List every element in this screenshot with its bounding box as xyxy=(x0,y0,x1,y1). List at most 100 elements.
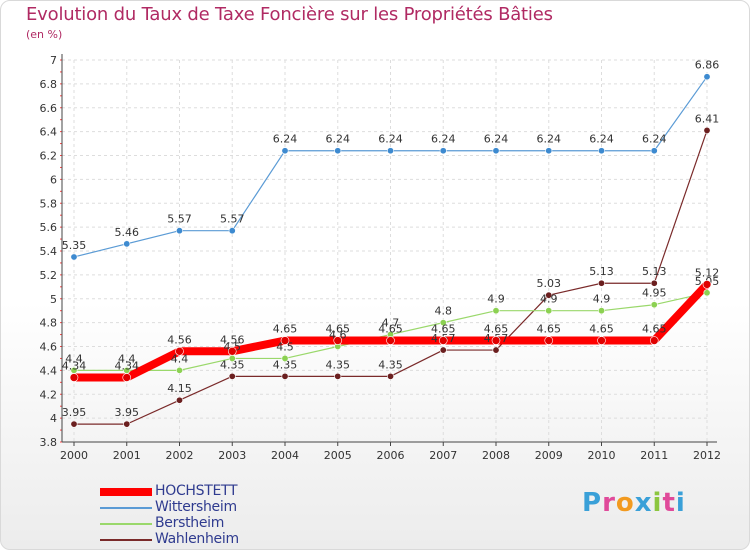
data-label-wahlenheim: 5.03 xyxy=(537,277,562,290)
data-point-wahlenheim xyxy=(597,279,605,287)
data-label-hochstett: 5.12 xyxy=(695,266,720,279)
data-point-berstheim xyxy=(545,307,553,315)
legend-swatch xyxy=(100,523,152,525)
data-point-berstheim xyxy=(176,366,184,374)
x-tick-label: 2002 xyxy=(166,449,194,462)
data-label-berstheim: 4.6 xyxy=(329,329,347,342)
data-point-berstheim xyxy=(439,319,447,327)
x-tick-label: 2008 xyxy=(482,449,510,462)
data-label-hochstett: 4.34 xyxy=(62,360,87,373)
data-point-wahlenheim xyxy=(228,372,236,380)
y-tick-label: 6.2 xyxy=(40,150,58,163)
y-tick-label: 5.2 xyxy=(40,269,58,282)
data-point-berstheim xyxy=(703,289,711,297)
data-point-hochstett xyxy=(597,336,606,345)
x-tick-label: 2005 xyxy=(324,449,352,462)
y-tick-label: 5.4 xyxy=(40,245,58,258)
data-label-berstheim: 4.4 xyxy=(171,352,189,365)
x-tick-label: 2009 xyxy=(535,449,563,462)
data-label-wahlenheim: 5.13 xyxy=(642,265,667,278)
y-tick-label: 4.8 xyxy=(40,317,58,330)
x-tick-label: 2003 xyxy=(218,449,246,462)
data-point-wittersheim xyxy=(176,227,184,235)
logo-letter: r xyxy=(602,488,616,518)
data-point-berstheim xyxy=(228,354,236,362)
data-label-berstheim: 4.7 xyxy=(382,317,400,330)
data-point-wahlenheim xyxy=(70,420,78,428)
data-point-wittersheim xyxy=(703,73,711,81)
data-label-wahlenheim: 4.35 xyxy=(326,358,351,371)
data-label-berstheim: 4.4 xyxy=(118,352,136,365)
data-label-wahlenheim: 4.35 xyxy=(273,358,298,371)
y-tick-label: 4.2 xyxy=(40,388,58,401)
legend-label: Wahlenheim xyxy=(155,531,239,547)
data-label-berstheim: 4.9 xyxy=(487,293,505,306)
data-label-wahlenheim: 4.35 xyxy=(220,358,245,371)
data-point-hochstett xyxy=(122,373,132,382)
data-label-hochstett: 4.65 xyxy=(273,323,298,336)
x-tick-label: 2010 xyxy=(588,449,616,462)
data-point-wittersheim xyxy=(439,147,447,155)
data-point-wahlenheim xyxy=(703,126,711,134)
x-tick-label: 2006 xyxy=(377,449,405,462)
data-point-wittersheim xyxy=(281,147,289,155)
data-label-wittersheim: 6.86 xyxy=(695,59,720,72)
chart-title: Evolution du Taux de Taxe Foncière sur l… xyxy=(26,4,553,25)
data-label-wahlenheim: 4.35 xyxy=(378,358,403,371)
chart-subtitle: (en %) xyxy=(26,28,63,41)
data-point-berstheim xyxy=(597,307,605,315)
data-point-wittersheim xyxy=(492,147,500,155)
data-point-wittersheim xyxy=(70,253,78,261)
y-tick-label: 7 xyxy=(50,54,57,67)
y-tick-label: 6.6 xyxy=(40,102,58,115)
data-point-hochstett xyxy=(227,346,237,356)
data-label-wittersheim: 6.24 xyxy=(273,133,298,146)
data-label-wittersheim: 6.24 xyxy=(642,133,667,146)
legend-label: Wittersheim xyxy=(155,499,237,515)
proxiti-logo: Proxiti xyxy=(582,488,686,518)
data-label-hochstett: 4.56 xyxy=(220,333,245,346)
data-point-wahlenheim xyxy=(334,372,342,380)
data-point-wahlenheim xyxy=(281,372,289,380)
data-label-wittersheim: 6.24 xyxy=(484,133,509,146)
data-label-hochstett: 4.34 xyxy=(115,360,140,373)
data-label-wittersheim: 5.46 xyxy=(115,226,140,239)
logo-letter: t xyxy=(662,488,676,518)
data-label-wittersheim: 5.57 xyxy=(220,213,245,226)
data-label-wittersheim: 6.24 xyxy=(326,133,351,146)
data-point-wahlenheim xyxy=(123,420,131,428)
legend-label: Berstheim xyxy=(155,515,225,531)
data-label-hochstett: 4.65 xyxy=(484,323,509,336)
data-point-wittersheim xyxy=(545,147,553,155)
data-label-hochstett: 4.65 xyxy=(378,323,403,336)
y-tick-label: 5.8 xyxy=(40,197,58,210)
data-point-wahlenheim xyxy=(492,346,500,354)
y-tick-label: 4 xyxy=(50,412,57,425)
data-label-wahlenheim: 3.95 xyxy=(115,406,140,419)
logo-letter: x xyxy=(634,488,653,518)
data-label-berstheim: 4.4 xyxy=(65,352,83,365)
data-label-hochstett: 4.65 xyxy=(642,323,667,336)
data-point-wahlenheim xyxy=(439,346,447,354)
y-tick-label: 4.4 xyxy=(40,364,58,377)
legend-label: HOCHSTETT xyxy=(155,483,238,499)
x-tick-label: 2011 xyxy=(640,449,668,462)
data-label-hochstett: 4.65 xyxy=(326,323,351,336)
legend-swatch xyxy=(100,507,152,509)
data-point-wittersheim xyxy=(597,147,605,155)
data-point-hochstett xyxy=(69,373,79,382)
data-point-wahlenheim xyxy=(545,291,553,299)
data-point-hochstett xyxy=(544,336,554,345)
data-label-wahlenheim: 5.13 xyxy=(589,265,614,278)
data-point-wahlenheim xyxy=(386,372,394,380)
data-point-hochstett xyxy=(175,346,184,356)
logo-letter: o xyxy=(615,488,635,518)
data-point-hochstett xyxy=(280,336,290,345)
data-label-wahlenheim: 4.15 xyxy=(167,382,192,395)
data-point-wittersheim xyxy=(650,147,658,155)
data-point-berstheim xyxy=(650,301,658,309)
data-label-wittersheim: 6.24 xyxy=(431,133,456,146)
logo-letter: P xyxy=(582,488,603,518)
data-point-hochstett xyxy=(333,336,343,345)
